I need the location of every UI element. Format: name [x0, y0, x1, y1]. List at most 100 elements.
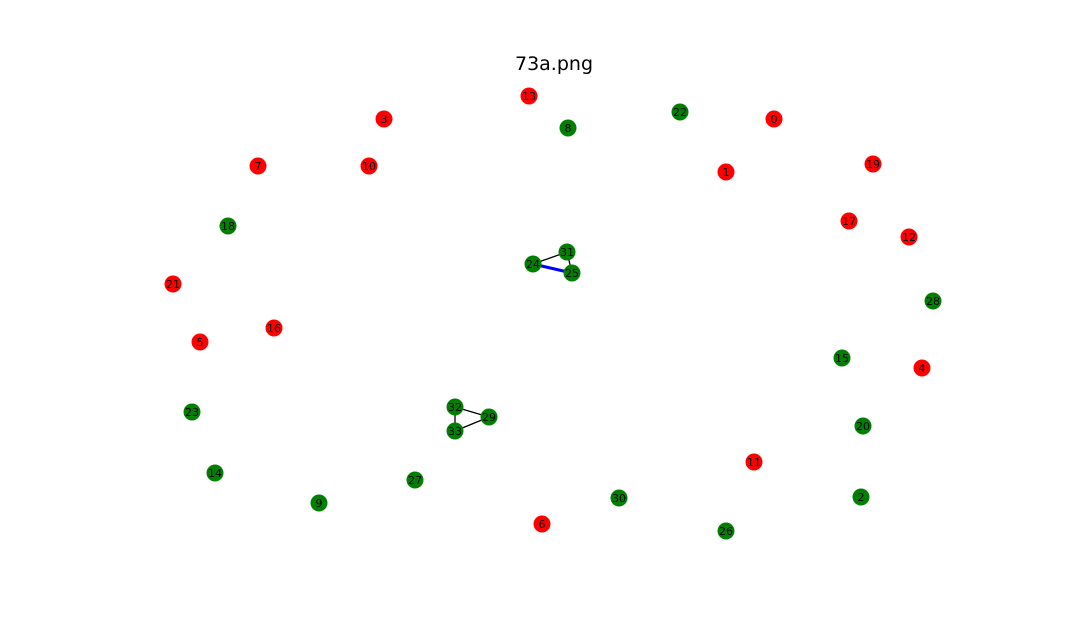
node-32: 32 — [446, 398, 464, 416]
node-circle — [913, 359, 931, 377]
node-label: 18 — [221, 220, 235, 233]
node-20: 20 — [854, 417, 872, 435]
node-label: 7 — [255, 160, 262, 173]
node-circle — [765, 110, 783, 128]
node-11: 11 — [745, 453, 763, 471]
node-14: 14 — [206, 464, 224, 482]
node-10: 10 — [360, 157, 378, 175]
node-label: 26 — [719, 525, 733, 538]
node-29: 29 — [480, 408, 498, 426]
node-label: 5 — [197, 336, 204, 349]
node-30: 30 — [610, 489, 628, 507]
node-circle — [924, 292, 942, 310]
nodes-layer: 0123456789101112131415161718192021222324… — [164, 87, 942, 540]
node-0: 0 — [765, 110, 783, 128]
node-33: 33 — [446, 422, 464, 440]
node-label: 22 — [673, 106, 687, 119]
node-8: 8 — [559, 119, 577, 137]
node-circle — [164, 275, 182, 293]
node-label: 11 — [747, 456, 761, 469]
node-circle — [191, 333, 209, 351]
node-circle — [310, 494, 328, 512]
edges-layer — [454, 251, 573, 432]
node-circle — [852, 488, 870, 506]
node-label: 15 — [835, 352, 849, 365]
node-label: 20 — [856, 420, 870, 433]
node-circle — [265, 319, 283, 337]
node-27: 27 — [406, 471, 424, 489]
node-16: 16 — [265, 319, 283, 337]
node-label: 17 — [842, 215, 856, 228]
node-circle — [206, 464, 224, 482]
node-circle — [446, 422, 464, 440]
node-label: 25 — [565, 267, 579, 280]
figure-title: 73a.png — [515, 53, 593, 75]
node-label: 27 — [408, 474, 422, 487]
node-4: 4 — [913, 359, 931, 377]
node-label: 4 — [919, 362, 926, 375]
node-circle — [854, 417, 872, 435]
node-3: 3 — [375, 110, 393, 128]
node-label: 6 — [539, 518, 546, 531]
node-21: 21 — [164, 275, 182, 293]
node-24: 24 — [524, 255, 542, 273]
node-7: 7 — [249, 157, 267, 175]
node-label: 19 — [866, 158, 880, 171]
node-label: 2 — [858, 491, 865, 504]
node-26: 26 — [717, 522, 735, 540]
node-5: 5 — [191, 333, 209, 351]
node-circle — [480, 408, 498, 426]
node-6: 6 — [533, 515, 551, 533]
node-23: 23 — [183, 403, 201, 421]
node-circle — [558, 243, 576, 261]
node-circle — [671, 103, 689, 121]
node-label: 3 — [381, 113, 388, 126]
node-label: 16 — [267, 322, 281, 335]
node-circle — [840, 212, 858, 230]
node-label: 13 — [522, 90, 536, 103]
node-18: 18 — [219, 217, 237, 235]
node-circle — [524, 255, 542, 273]
node-circle — [360, 157, 378, 175]
node-label: 23 — [185, 406, 199, 419]
node-label: 14 — [208, 467, 222, 480]
node-13: 13 — [520, 87, 538, 105]
node-28: 28 — [924, 292, 942, 310]
node-circle — [446, 398, 464, 416]
node-2: 2 — [852, 488, 870, 506]
node-19: 19 — [864, 155, 882, 173]
node-label: 24 — [526, 258, 540, 271]
node-circle — [833, 349, 851, 367]
node-9: 9 — [310, 494, 328, 512]
node-circle — [219, 217, 237, 235]
node-22: 22 — [671, 103, 689, 121]
node-circle — [533, 515, 551, 533]
node-label: 10 — [362, 160, 376, 173]
node-15: 15 — [833, 349, 851, 367]
node-label: 33 — [448, 425, 462, 438]
node-label: 29 — [482, 411, 496, 424]
node-12: 12 — [900, 228, 918, 246]
node-label: 32 — [448, 401, 462, 414]
node-circle — [183, 403, 201, 421]
node-label: 1 — [723, 166, 730, 179]
node-31: 31 — [558, 243, 576, 261]
node-circle — [375, 110, 393, 128]
node-25: 25 — [563, 264, 581, 282]
node-circle — [406, 471, 424, 489]
node-label: 12 — [902, 231, 916, 244]
node-circle — [717, 522, 735, 540]
node-circle — [610, 489, 628, 507]
node-circle — [559, 119, 577, 137]
node-circle — [717, 163, 735, 181]
node-label: 31 — [560, 246, 574, 259]
node-circle — [745, 453, 763, 471]
node-label: 9 — [316, 497, 323, 510]
node-circle — [520, 87, 538, 105]
node-circle — [563, 264, 581, 282]
node-label: 8 — [565, 122, 572, 135]
node-label: 30 — [612, 492, 626, 505]
node-circle — [864, 155, 882, 173]
node-circle — [249, 157, 267, 175]
